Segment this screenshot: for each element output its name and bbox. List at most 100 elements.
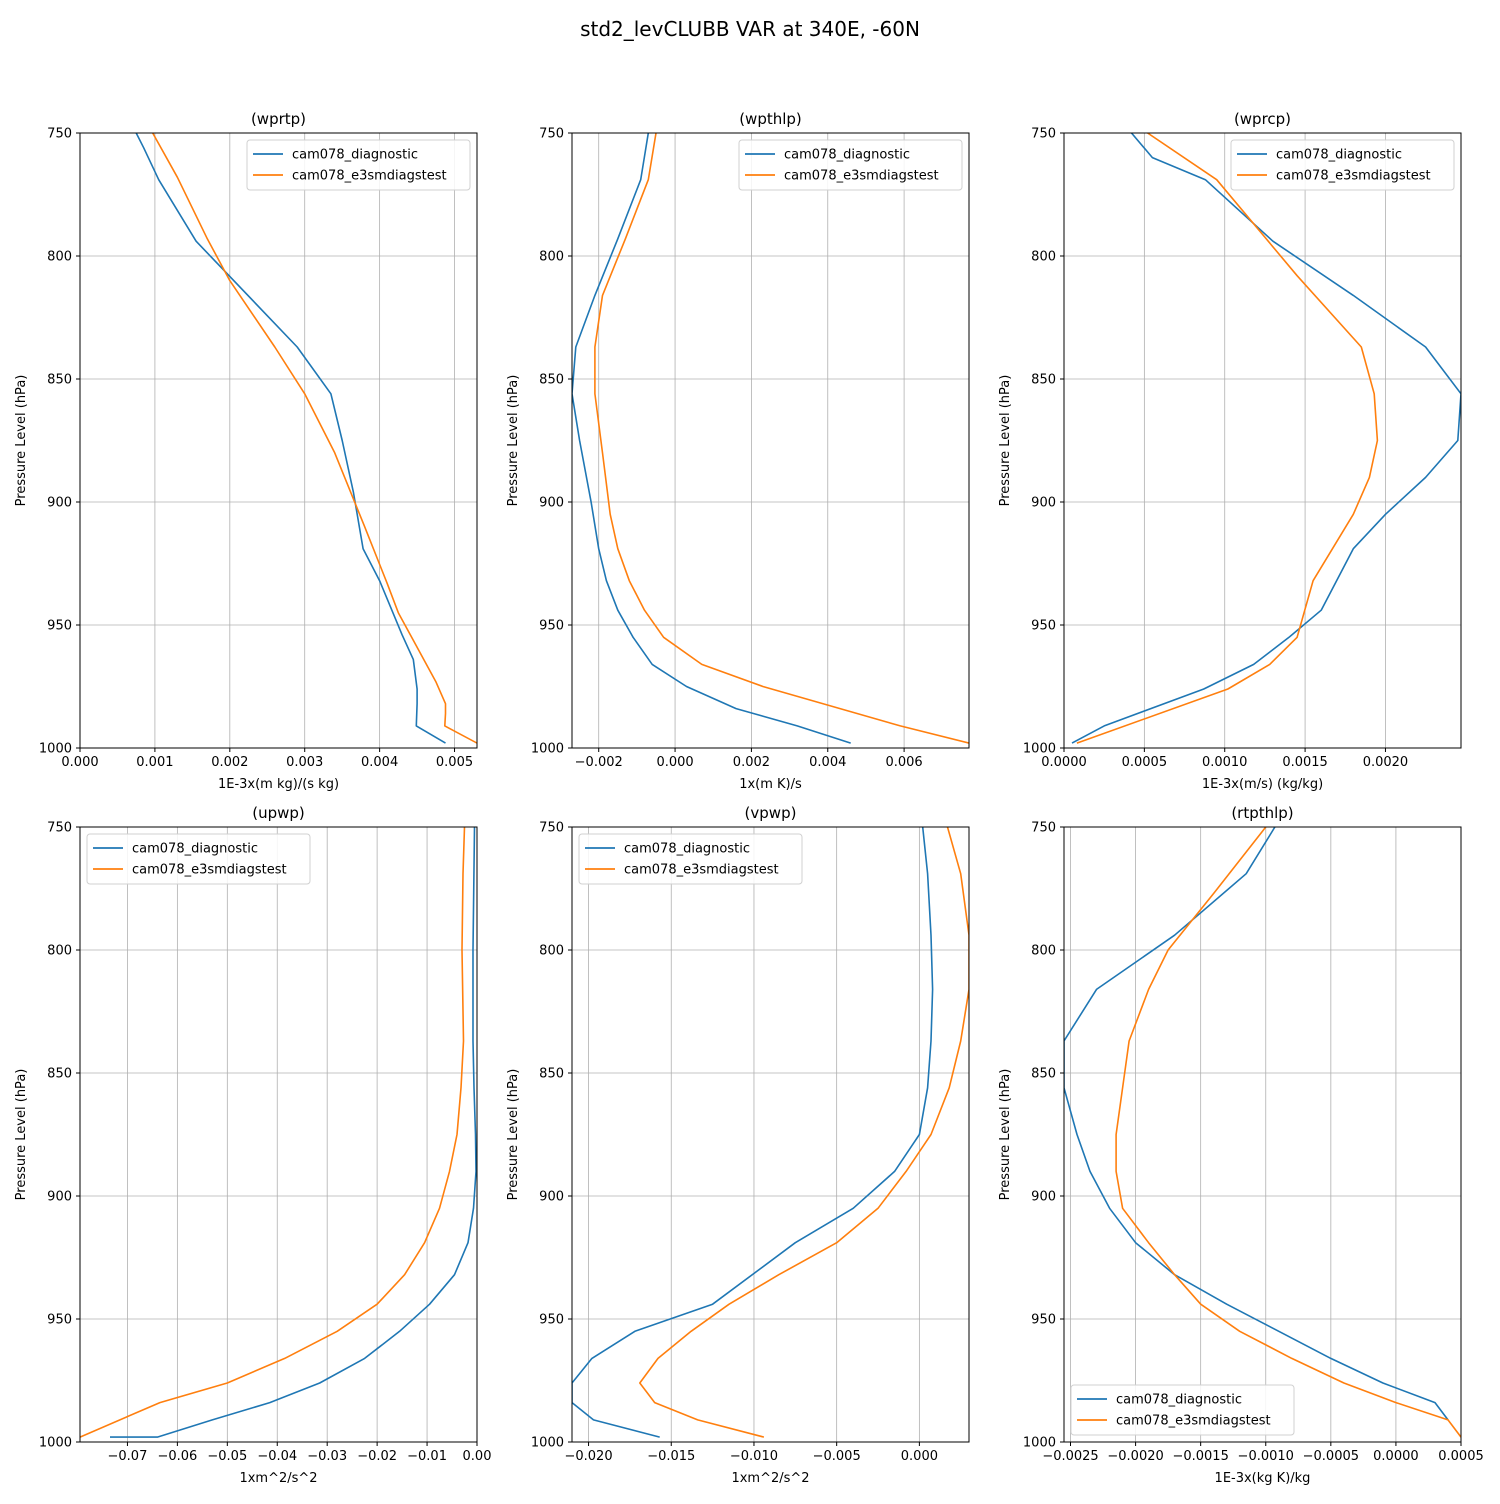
legend-label: cam078_diagnostic	[1276, 148, 1402, 163]
series-line-diagnostic	[572, 133, 851, 744]
x-tick-label: −0.05	[207, 1449, 247, 1464]
x-tick-label: 0.00	[463, 1449, 492, 1464]
chart-panel-3: 0.0000 0.0005 0.0010 0.0015 0.0020 750 800 850 9…	[998, 110, 1462, 792]
x-tick-label: −0.01	[407, 1449, 447, 1464]
legend-label: cam078_e3smdiagstest	[1276, 169, 1431, 184]
x-axis-label: 1x(m K)/s	[739, 777, 802, 792]
legend-label: cam078_diagnostic	[292, 148, 418, 163]
y-tick-label: 850	[47, 1067, 72, 1082]
y-tick-label: 750	[1031, 821, 1056, 836]
series-group	[135, 133, 477, 744]
chart-panel-1: 0.000 0.001 0.002 0.003 0.004 0.005 750 800 850 9…	[14, 110, 478, 792]
plot-frame	[571, 826, 970, 1443]
y-tick-label: 1000	[39, 1436, 72, 1451]
series-group	[572, 133, 969, 744]
y-axis-label: Pressure Level (hPa)	[14, 375, 29, 507]
y-tick-label: 850	[539, 1067, 564, 1082]
panel-grid: 0.000 0.001 0.002 0.003 0.004 0.005 750 800 850 9…	[14, 110, 1484, 1486]
x-tick-label: −0.06	[157, 1449, 197, 1464]
x-tick-label: 0.004	[809, 755, 846, 770]
series-line-diagnostic	[572, 827, 934, 1438]
y-tick-label: 800	[1031, 250, 1056, 265]
y-tick-label: 950	[1031, 619, 1056, 634]
chart-panel-2: −0.002 0.000 0.002 0.004 0.006 750 800 850 900 95…	[506, 110, 970, 792]
x-axis-label: 1xm^2/s^2	[239, 1471, 317, 1486]
legend-label: cam078_e3smdiagstest	[624, 863, 779, 878]
legend-label: cam078_e3smdiagstest	[784, 169, 939, 184]
y-tick-label: 900	[47, 1190, 72, 1205]
page-title: std2_levCLUBB VAR at 340E, -60N	[580, 17, 920, 41]
y-tick-label: 800	[539, 944, 564, 959]
y-tick-label: 1000	[1023, 742, 1056, 757]
y-tick-label: 800	[539, 250, 564, 265]
x-tick-label: −0.04	[257, 1449, 297, 1464]
y-tick-label: 950	[47, 619, 72, 634]
x-tick-label: 0.0005	[1122, 755, 1168, 770]
legend-label: cam078_e3smdiagstest	[132, 863, 287, 878]
y-tick-label: 900	[1031, 496, 1056, 511]
x-tick-label: 0.0020	[1363, 755, 1409, 770]
panel-title: (vpwp)	[745, 804, 797, 822]
panel-title: (upwp)	[252, 804, 305, 822]
series-group	[1071, 133, 1461, 744]
y-tick-label: 850	[539, 373, 564, 388]
x-axis-label: 1xm^2/s^2	[731, 1471, 809, 1486]
series-line-e3smdiagstest	[1115, 827, 1461, 1438]
x-tick-label: 0.0015	[1282, 755, 1328, 770]
x-axis-label: 1E-3x(kg K)/kg	[1215, 1471, 1311, 1486]
legend: cam078_diagnostic cam078_e3smdiagstest	[1070, 1384, 1295, 1436]
y-tick-label: 900	[47, 496, 72, 511]
legend-label: cam078_diagnostic	[132, 842, 258, 857]
y-tick-label: 800	[1031, 944, 1056, 959]
plot-frame	[79, 826, 478, 1443]
y-tick-label: 900	[1031, 1190, 1056, 1205]
legend-label: cam078_e3smdiagstest	[292, 169, 447, 184]
x-tick-label: −0.03	[307, 1449, 347, 1464]
x-tick-label: 0.006	[885, 755, 922, 770]
y-tick-label: 950	[539, 1313, 564, 1328]
x-tick-label: −0.0015	[1172, 1449, 1228, 1464]
x-tick-label: −0.002	[575, 755, 623, 770]
y-axis-label: Pressure Level (hPa)	[14, 1069, 29, 1201]
x-tick-label: 0.0000	[1041, 755, 1087, 770]
legend-box	[738, 139, 963, 191]
plot-frame	[79, 132, 478, 749]
legend-box	[1230, 139, 1455, 191]
legend: cam078_diagnostic cam078_e3smdiagstest	[1230, 139, 1455, 191]
legend: cam078_diagnostic cam078_e3smdiagstest	[246, 139, 471, 191]
legend-label: cam078_e3smdiagstest	[1116, 1414, 1271, 1429]
y-tick-label: 850	[47, 373, 72, 388]
x-tick-label: −0.07	[108, 1449, 148, 1464]
x-tick-label: 0.004	[361, 755, 398, 770]
x-tick-label: 0.0000	[1373, 1449, 1419, 1464]
x-tick-label: −0.0025	[1042, 1449, 1098, 1464]
x-tick-label: −0.005	[813, 1449, 861, 1464]
y-axis-label: Pressure Level (hPa)	[998, 1069, 1013, 1201]
y-tick-label: 1000	[1023, 1436, 1056, 1451]
legend: cam078_diagnostic cam078_e3smdiagstest	[86, 833, 311, 885]
y-axis-label: Pressure Level (hPa)	[506, 375, 521, 507]
y-tick-label: 950	[1031, 1313, 1056, 1328]
y-tick-label: 950	[539, 619, 564, 634]
chart-panel-6: −0.0025 −0.0020 −0.0015 −0.0010 −0.0005 0.000…	[998, 804, 1484, 1486]
x-tick-label: 0.0005	[1438, 1449, 1484, 1464]
x-tick-label: 0.000	[61, 755, 98, 770]
x-axis-label: 1E-3x(m kg)/(s kg)	[218, 777, 339, 792]
y-tick-label: 900	[539, 496, 564, 511]
panel-title: (wprtp)	[251, 110, 306, 128]
panel-title: (wpthlp)	[739, 110, 802, 128]
legend-box	[86, 833, 311, 885]
series-line-diagnostic	[1064, 827, 1449, 1421]
x-axis-label: 1E-3x(m/s) (kg/kg)	[1202, 777, 1323, 792]
y-tick-label: 750	[539, 127, 564, 142]
chart-panel-5: −0.020 −0.015 −0.010 −0.005 0.000 750 800 850 90…	[506, 804, 970, 1486]
x-tick-label: 0.003	[286, 755, 323, 770]
chart-panel-4: −0.07 −0.06 −0.05 −0.04 −0.03 −0.02 −0.01 0.00 7…	[14, 804, 491, 1486]
series-group	[1064, 827, 1461, 1438]
legend-label: cam078_diagnostic	[1116, 1393, 1242, 1408]
y-tick-label: 750	[539, 821, 564, 836]
x-tick-label: −0.0020	[1107, 1449, 1163, 1464]
x-tick-label: 0.000	[901, 1449, 938, 1464]
series-line-diagnostic	[135, 133, 446, 744]
